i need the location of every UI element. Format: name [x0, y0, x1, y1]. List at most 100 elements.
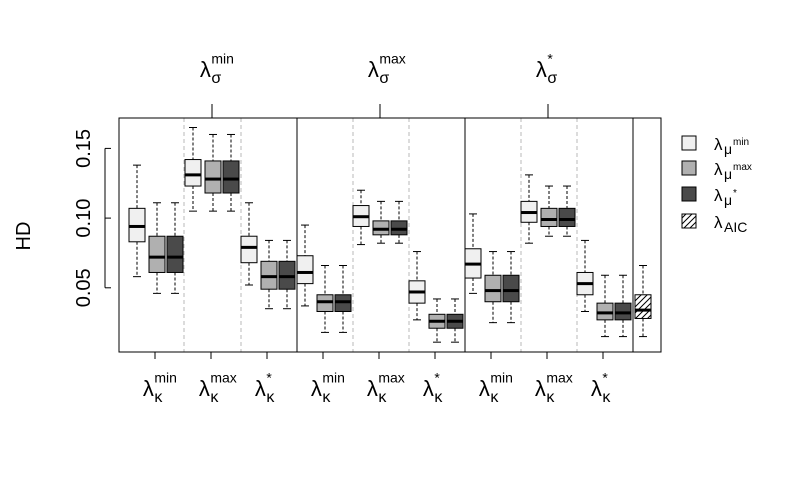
legend-entry-0: λ μ min: [681, 135, 749, 157]
bottom-label-1-0-sub: κ: [322, 389, 331, 406]
box-mu_star-1-body: [222, 160, 240, 194]
box-mu_min-2: [240, 202, 258, 286]
bottom-label-1-2: λ κ *: [423, 369, 443, 406]
top-label-1-sub: σ: [379, 70, 389, 87]
bottom-label-1-2-base: λ: [423, 376, 434, 401]
bottom-label-1-1-sub: κ: [378, 389, 387, 406]
legend-subsup-2: *: [733, 188, 737, 199]
legend-subsup-0: min: [733, 137, 749, 148]
legend-swatch-3: [681, 213, 697, 229]
legend-sub-3: AIC: [724, 219, 747, 235]
box-mu_min-7: [520, 174, 538, 244]
box-mu_star-4: [390, 200, 408, 244]
bottom-label-0-0-sub: κ: [154, 389, 163, 406]
box-mu_star-7: [558, 185, 576, 237]
y-tick-label-0: 0.05: [73, 268, 95, 307]
box-mu_max-8: [596, 274, 614, 338]
top-label-0: λ σ min: [200, 50, 234, 87]
bottom-label-0-0: λ κ min: [143, 369, 177, 406]
box-mu_min-1-body: [184, 159, 202, 187]
legend-base-3: λ: [714, 213, 723, 232]
box-mu_min-8: [576, 239, 594, 312]
box-mu_max-5: [428, 298, 446, 343]
box-mu_star-1: [222, 133, 240, 212]
box-mu_max-0: [148, 202, 166, 294]
legend-entry-1: λ μ max: [681, 160, 752, 182]
bottom-label-2-1-sup: max: [546, 369, 572, 385]
box-mu_max-1: [204, 133, 222, 212]
box-mu_star-6: [502, 251, 520, 324]
bottom-label-2-0: λ κ min: [479, 369, 513, 406]
box-mu_min-1: [184, 126, 202, 212]
box-mu_star-0: [166, 202, 184, 294]
boxes-layer: [128, 126, 652, 343]
y-tick-label-2: 0.15: [73, 129, 95, 168]
legend-entry-2: λ μ *: [681, 186, 737, 208]
top-label-1-base: λ: [368, 57, 379, 82]
y-tick-label-1: 0.10: [73, 199, 95, 238]
box-mu_min-6: [464, 213, 482, 294]
legend-swatch-2: [681, 186, 697, 202]
top-label-2: λ σ *: [536, 50, 557, 87]
box-mu_max-6: [484, 251, 502, 324]
box-mu_star-0-body: [166, 235, 184, 273]
box-mu_min-3: [296, 224, 314, 307]
legend-base-2: λ: [714, 186, 723, 205]
bottom-label-2-2-sup: *: [602, 369, 608, 385]
bottom-label-0-2-sub: κ: [266, 389, 275, 406]
box-mu_min-5: [408, 251, 426, 321]
y-axis-label: HD: [13, 222, 35, 251]
bottom-label-1-1-base: λ: [367, 376, 378, 401]
plot-frame: [118, 117, 662, 353]
bottom-label-2-1-base: λ: [535, 376, 546, 401]
box-mu_max-0-body: [148, 235, 166, 273]
bottom-label-1-0-sup: min: [322, 369, 345, 385]
bottom-label-0-2-base: λ: [255, 376, 266, 401]
box-mu_star-5: [446, 298, 464, 343]
bottom-label-2-1: λ κ max: [535, 369, 573, 406]
box-mu_max-3: [316, 264, 334, 333]
bottom-label-2-2: λ κ *: [591, 369, 611, 406]
group-separators: [183, 118, 634, 352]
bottom-label-1-2-sub: κ: [434, 389, 443, 406]
box-mu_max-6-body: [484, 274, 502, 303]
legend-subsup-1: max: [733, 162, 752, 173]
legend-entry-3: λ AIC: [681, 213, 747, 235]
bottom-label-0-1: λ κ max: [199, 369, 237, 406]
top-label-0-sup: min: [211, 50, 234, 66]
box-mu_max-7: [540, 185, 558, 237]
legend-base-0: λ: [714, 135, 723, 154]
bottom-label-1-0: λ κ min: [311, 369, 345, 406]
bottom-label-0-1-sub: κ: [210, 389, 219, 406]
bottom-label-0-2-sup: *: [266, 369, 272, 385]
box-mu_min-0: [128, 164, 146, 278]
box-mu_min-3-body: [296, 255, 314, 285]
top-label-2-sub: σ: [547, 70, 557, 87]
bottom-label-2-0-base: λ: [479, 376, 490, 401]
box-mu_max-2: [260, 239, 278, 310]
legend-swatch-0: [681, 135, 697, 151]
legend-swatch-1: [681, 160, 697, 176]
box-mu_min-4: [352, 189, 370, 246]
top-label-2-base: λ: [536, 57, 547, 82]
top-label-1: λ σ max: [368, 50, 406, 87]
box-mu_star-7-body: [558, 207, 576, 227]
bottom-label-1-0-base: λ: [311, 376, 322, 401]
box-aic-0-body: [634, 294, 652, 319]
bottom-label-2-2-sub: κ: [602, 389, 611, 406]
bottom-label-0-1-base: λ: [199, 376, 210, 401]
legend-sub-2: μ: [724, 192, 732, 208]
box-mu_star-2: [278, 239, 296, 310]
bottom-label-0-0-base: λ: [143, 376, 154, 401]
box-mu_max-4: [372, 200, 390, 244]
legend-base-1: λ: [714, 160, 723, 179]
box-mu_max-7-body: [540, 207, 558, 227]
bottom-label-1-1: λ κ max: [367, 369, 405, 406]
bottom-label-2-2-base: λ: [591, 376, 602, 401]
top-label-1-sup: max: [379, 50, 405, 66]
bottom-label-2-1-sub: κ: [546, 389, 555, 406]
bottom-label-1-2-sup: *: [434, 369, 440, 385]
